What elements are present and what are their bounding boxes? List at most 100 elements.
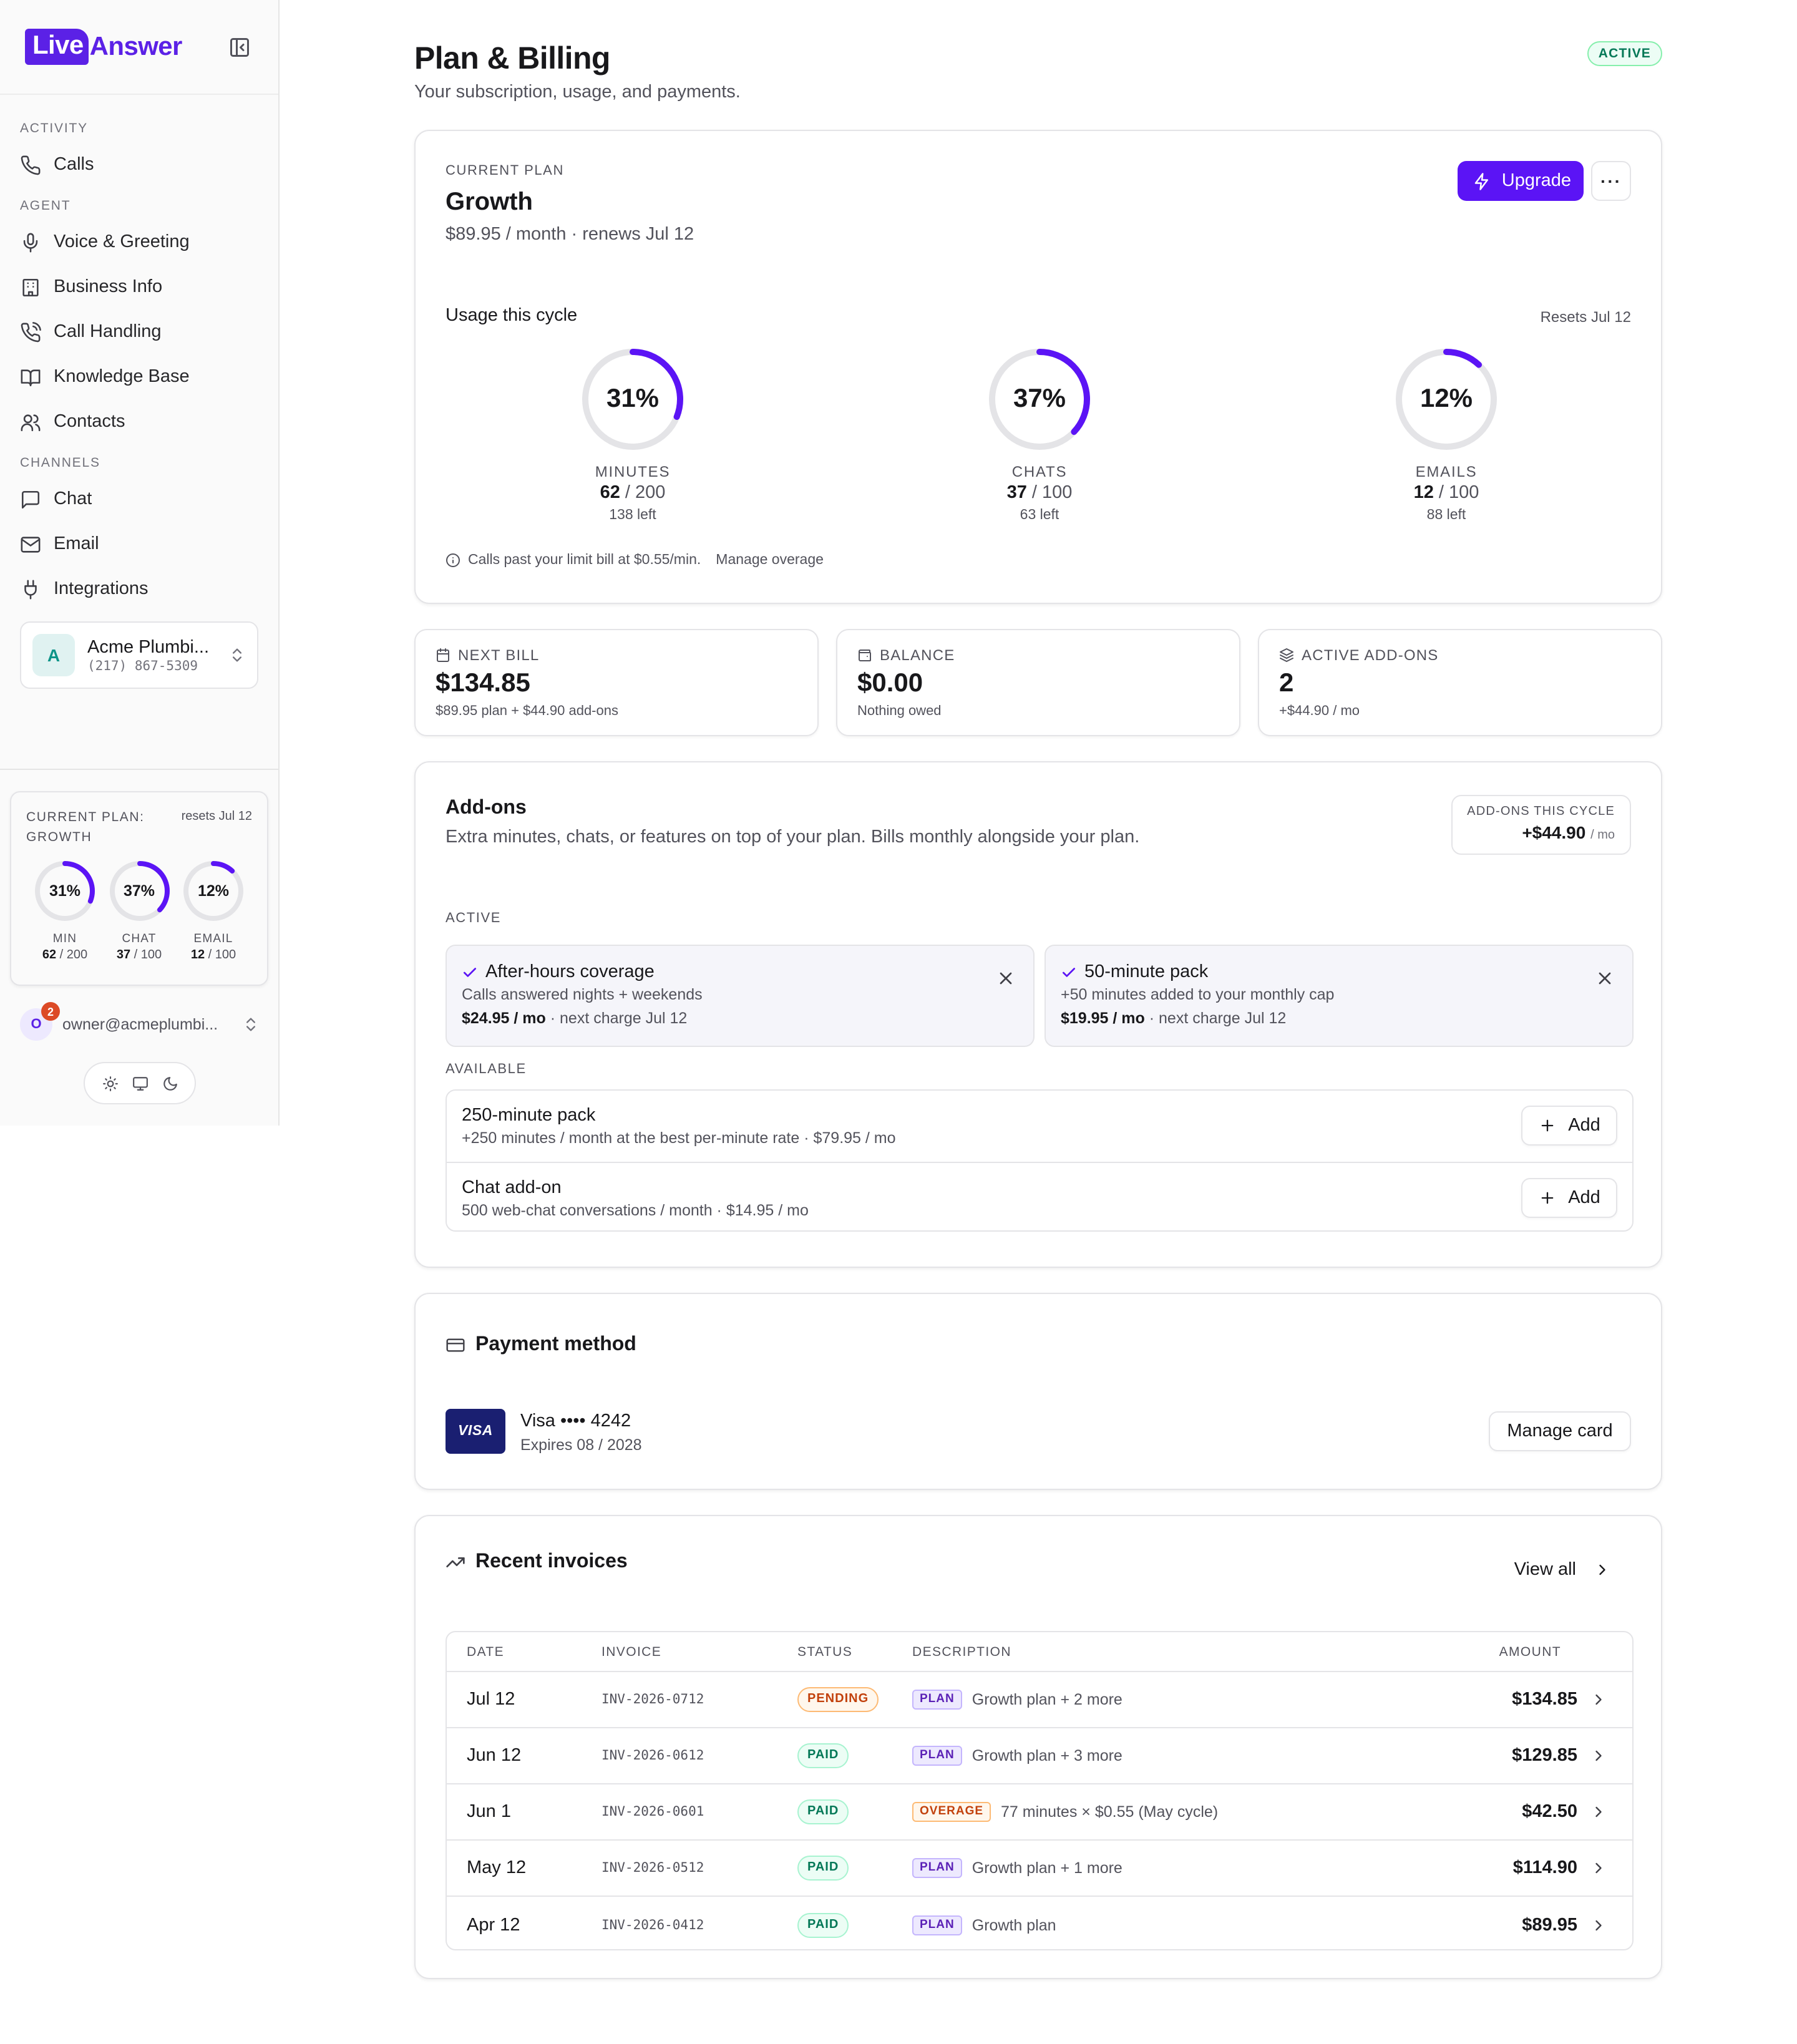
nav-section-agent: AGENT (20, 198, 71, 213)
status-badge: PAID (797, 1799, 849, 1824)
current-plan-card: CURRENT PLAN Growth $89.95 / month · ren… (414, 130, 1662, 604)
phone-call-icon (21, 321, 41, 342)
table-row[interactable]: Jul 12 INV-2026-0712 PENDING PLAN Growth … (447, 1672, 1632, 1728)
logo[interactable]: Live Answer (25, 29, 182, 65)
sidebar-item-contacts[interactable]: Contacts (0, 399, 278, 444)
column-header-description: DESCRIPTION (912, 1645, 1011, 1660)
nav-section-channels: CHANNELS (20, 455, 100, 470)
invoice-tag: OVERAGE (912, 1802, 991, 1822)
stat-label: NEXT BILL (458, 646, 540, 664)
usage-ring-used: 62 (600, 483, 620, 503)
sidebar-item-voice-greeting[interactable]: Voice & Greeting (0, 220, 278, 265)
sidebar-plan-widget[interactable]: CURRENT PLAN: GROWTH resets Jul 12 31% M… (10, 791, 268, 986)
monitor-icon[interactable] (132, 1075, 148, 1091)
stat-label: BALANCE (880, 646, 955, 664)
chevron-right-icon (1595, 1694, 1602, 1705)
active-addon-after-hours: After-hours coverage Calls answered nigh… (446, 945, 1035, 1047)
sidebar-item-chat[interactable]: Chat (0, 477, 278, 522)
invoice-id: INV-2026-0612 (601, 1748, 704, 1763)
sidebar: Live Answer ACTIVITY Calls AGENT Voice & … (0, 0, 280, 1126)
business-switcher[interactable]: A Acme Plumbi... (217) 867-5309 (20, 621, 258, 689)
usage-ring-arc (989, 349, 1090, 450)
mini-ring-value: 62 / 200 (29, 948, 101, 962)
view-all-link[interactable]: View all (1514, 1560, 1611, 1580)
sidebar-item-business-info[interactable]: Business Info (0, 265, 278, 309)
remove-addon-icon[interactable] (1595, 968, 1615, 988)
usage-ring-graphic: 12% (1393, 346, 1500, 453)
mini-ring-svg (109, 861, 169, 921)
usage-ring-left: 88 left (1426, 508, 1466, 523)
chevrons-up-down-icon (246, 1018, 255, 1031)
mini-ring-value: 37 / 100 (103, 948, 175, 962)
page-header: Plan & Billing Your subscription, usage,… (414, 0, 1662, 130)
chevrons-up-down-icon (233, 648, 241, 662)
sidebar-item-email[interactable]: Email (0, 522, 278, 567)
book-icon (21, 369, 41, 386)
upgrade-button[interactable]: Upgrade (1458, 161, 1584, 201)
table-row[interactable]: Apr 12 INV-2026-0412 PAID PLAN Growth pla… (447, 1897, 1632, 1949)
usage-ring-arc (1396, 349, 1497, 450)
addons-cycle-total: ADD-ONS THIS CYCLE +$44.90 / mo (1451, 795, 1631, 855)
invoice-description: PLAN Growth plan (912, 1915, 1056, 1935)
mini-ring-graphic: 37% (107, 859, 172, 923)
invoice-date: Jul 12 (467, 1690, 515, 1710)
business-phone: (217) 867-5309 (87, 658, 198, 673)
stat-header: NEXT BILL (436, 646, 797, 664)
sidebar-collapse-icon[interactable] (228, 36, 251, 58)
stat-active-addons: ACTIVE ADD-ONS 2 +$44.90 / mo (1258, 629, 1662, 736)
moon-icon[interactable] (162, 1075, 178, 1091)
addon-name: 250-minute pack (462, 1106, 596, 1126)
sidebar-item-label: Call Handling (54, 322, 162, 342)
invoice-date: Apr 12 (467, 1915, 520, 1935)
sidebar-item-knowledge-base[interactable]: Knowledge Base (0, 354, 278, 399)
view-all-label: View all (1514, 1560, 1576, 1580)
sidebar-item-calls[interactable]: Calls (0, 142, 278, 187)
add-addon-button[interactable]: Add (1521, 1178, 1617, 1218)
sun-icon[interactable] (102, 1075, 118, 1091)
sidebar-item-label: Calls (54, 155, 94, 175)
credit-card-icon (446, 1338, 465, 1352)
list-item: Chat add-on 500 web-chat conversations /… (447, 1162, 1632, 1233)
sidebar-item-call-handling[interactable]: Call Handling (0, 309, 278, 354)
usage-ring-value: 37 / 100 (940, 483, 1139, 503)
table-row[interactable]: May 12 INV-2026-0512 PAID PLAN Growth pla… (447, 1841, 1632, 1897)
calendar-icon (437, 648, 449, 662)
usage-ring-label: CHATS (1011, 463, 1068, 480)
status-badge: PAID (797, 1856, 849, 1881)
mini-ring-arc (109, 861, 169, 921)
mini-ring-used: 62 (42, 948, 57, 962)
table-row[interactable]: Jun 1 INV-2026-0601 PAID OVERAGE 77 minut… (447, 1784, 1632, 1841)
invoice-tag: PLAN (912, 1858, 962, 1878)
sidebar-item-integrations[interactable]: Integrations (0, 567, 278, 611)
wallet-icon (859, 650, 871, 661)
mini-ring-label: CHAT (122, 932, 157, 946)
usage-ring-graphic: 37% (986, 346, 1093, 453)
usage-ring-used: 12 (1413, 483, 1434, 503)
addon-desc: +250 minutes / month at the best per-min… (462, 1129, 896, 1147)
manage-card-button[interactable]: Manage card (1489, 1411, 1631, 1451)
invoice-description: PLAN Growth plan + 3 more (912, 1746, 1123, 1766)
table-row[interactable]: Jun 12 INV-2026-0612 PAID PLAN Growth pla… (447, 1728, 1632, 1784)
add-addon-button[interactable]: Add (1521, 1106, 1617, 1146)
usage-ring-value: 62 / 200 (533, 483, 733, 503)
active-addon-50-minute-pack: 50-minute pack +50 minutes added to your… (1045, 945, 1634, 1047)
usage-ring-total: / 100 (1026, 483, 1073, 503)
plus-icon (1541, 1119, 1553, 1132)
usage-ring-left: 63 left (1020, 508, 1059, 523)
table-header: DATE INVOICE STATUS DESCRIPTION AMOUNT (447, 1632, 1632, 1672)
manage-overage-link[interactable]: Manage overage (716, 553, 824, 568)
invoice-id: INV-2026-0512 (601, 1861, 704, 1876)
remove-addon-icon[interactable] (996, 968, 1016, 988)
plan-price: $89.95 / month · renews Jul 12 (446, 225, 694, 245)
chat-icon (21, 490, 40, 509)
user-menu[interactable]: O 2 owner@acmeplumbi... (20, 1002, 260, 1043)
logo-row: Live Answer (0, 0, 278, 95)
more-options-button[interactable]: ··· (1591, 161, 1631, 201)
usage-ring-label: MINUTES (595, 463, 671, 480)
usage-ring-percent: 12% (1420, 384, 1473, 413)
column-header-status: STATUS (797, 1645, 853, 1660)
addons-cycle-value: +$44.90 / mo (1453, 822, 1615, 842)
page-subtitle: Your subscription, usage, and payments. (414, 82, 741, 102)
payment-title: Payment method (446, 1334, 636, 1356)
invoices-table: DATE INVOICE STATUS DESCRIPTION AMOUNT J… (446, 1631, 1634, 1950)
